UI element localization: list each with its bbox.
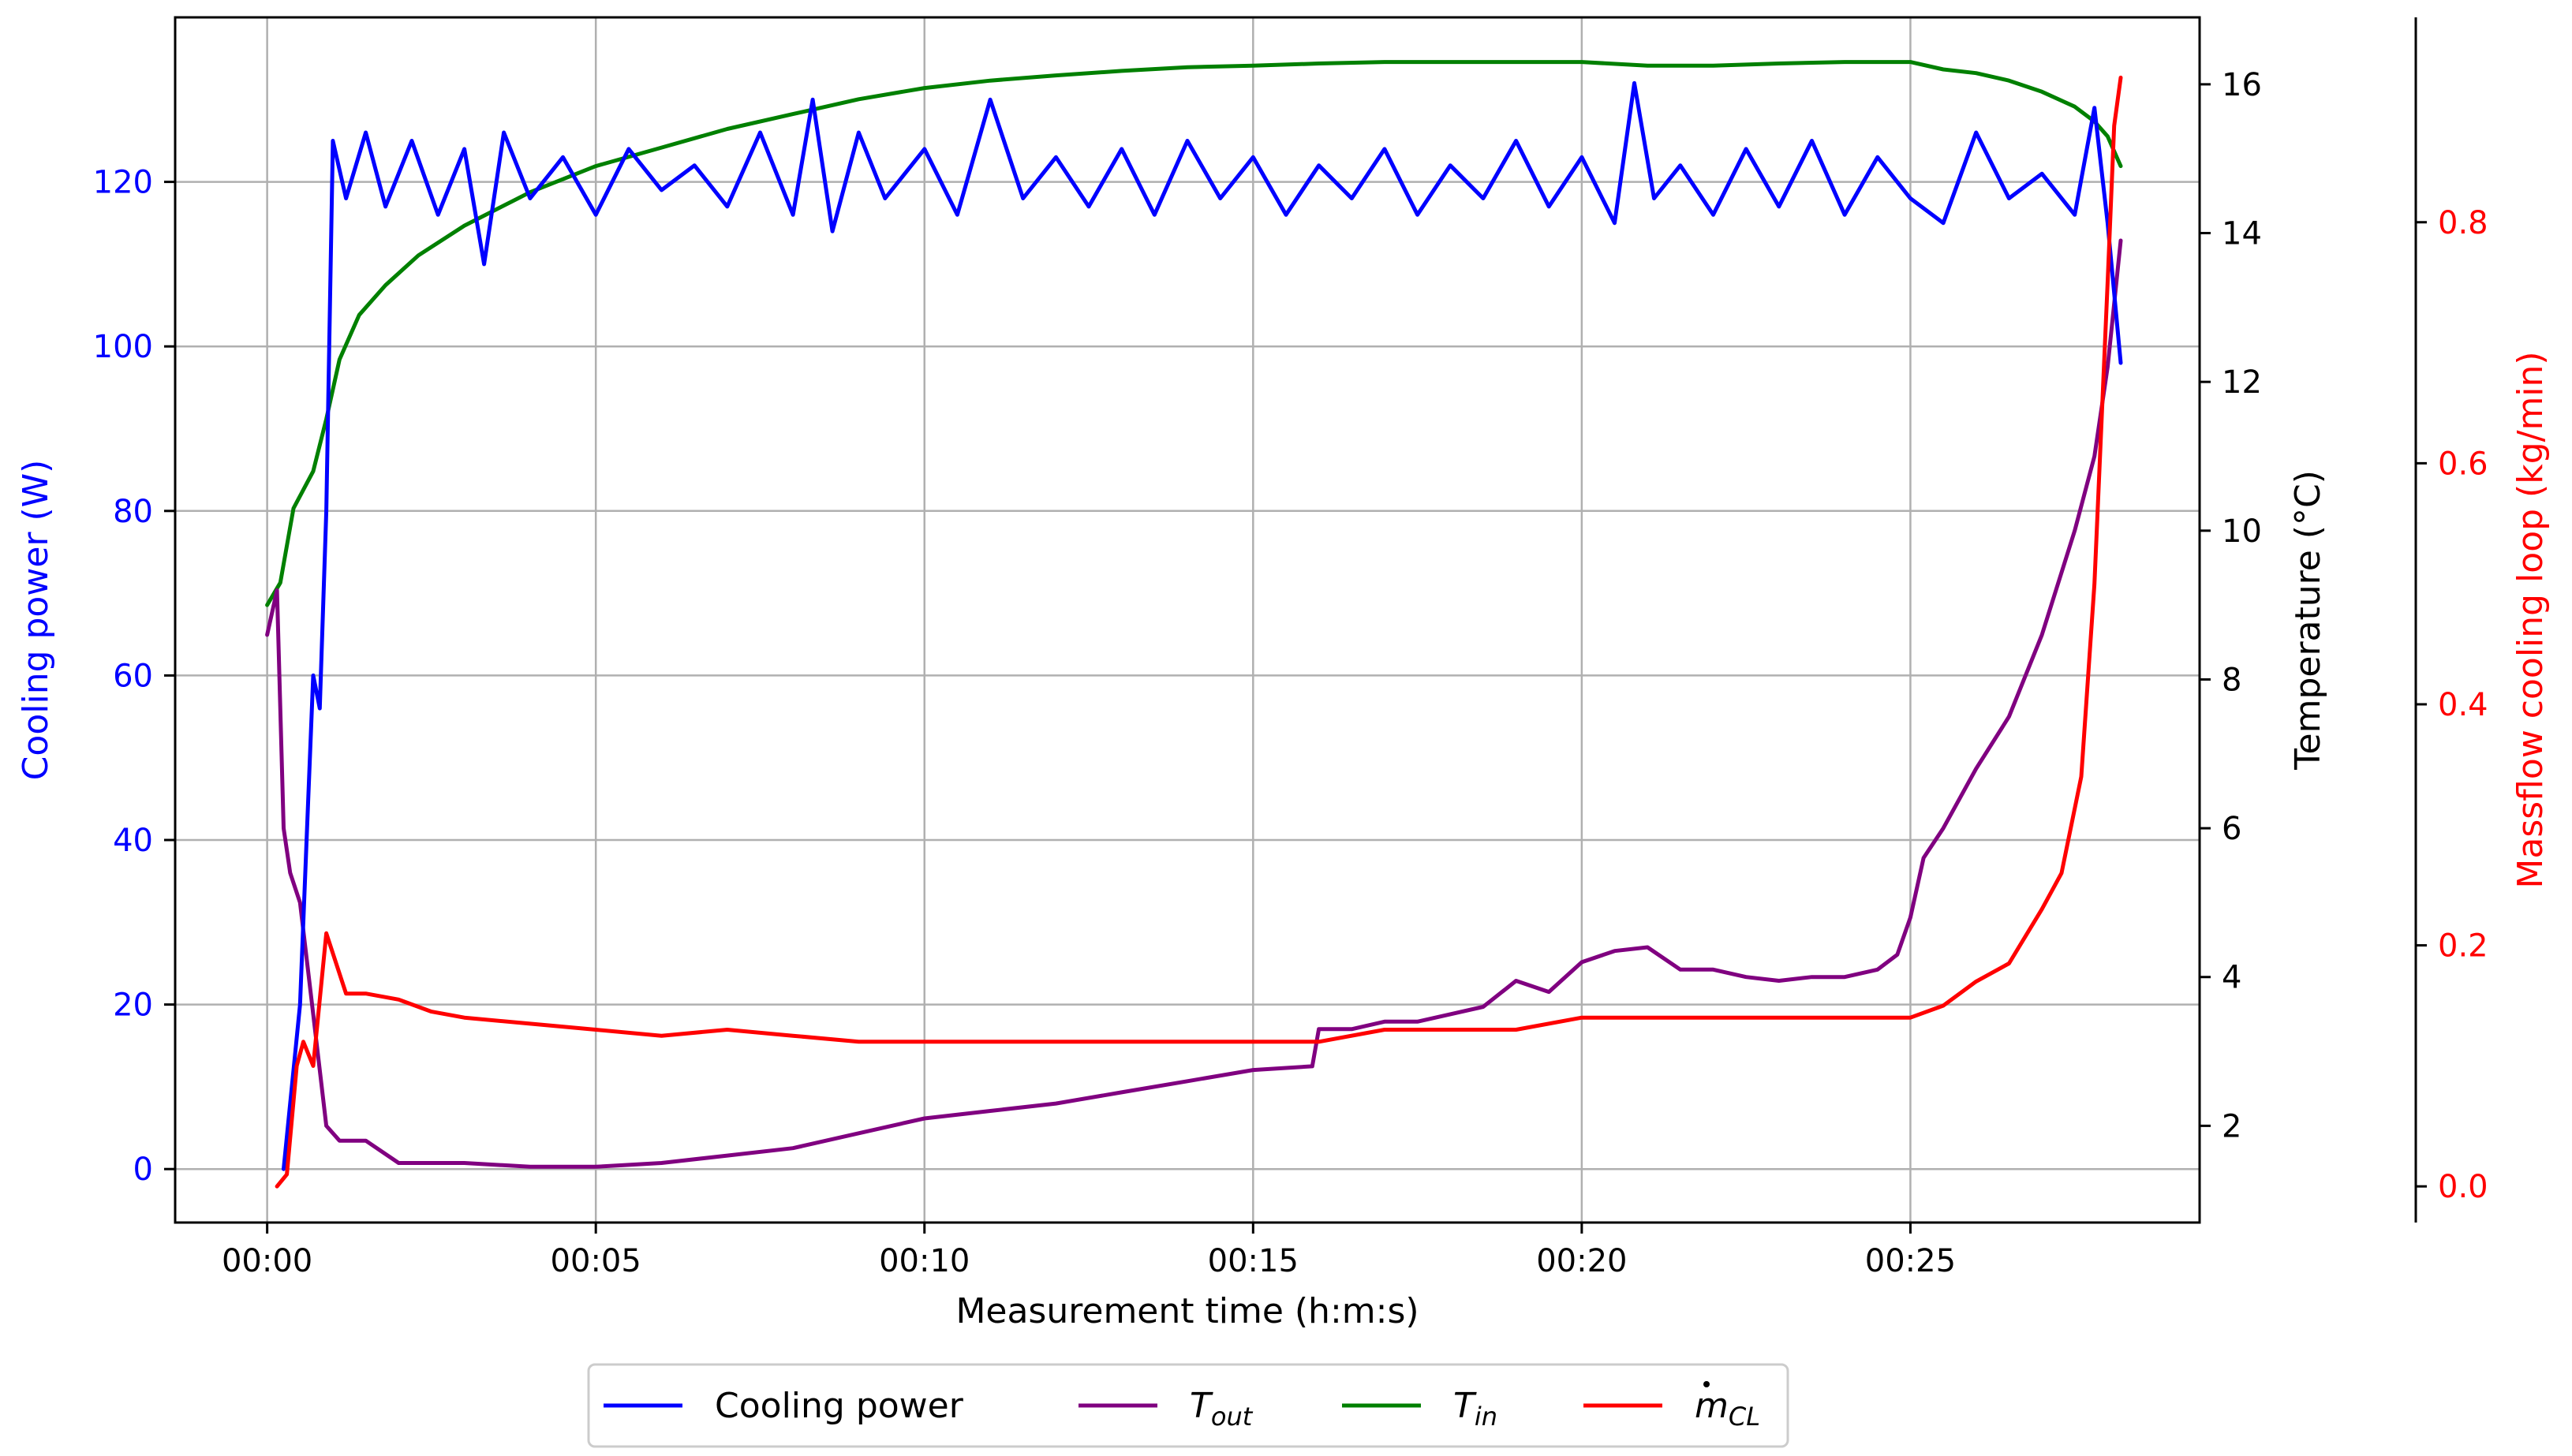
- series-line-cooling-power: [282, 80, 2123, 1171]
- x-tick-label: 00:10: [879, 1243, 970, 1279]
- y-left-tick-label: 80: [113, 494, 153, 530]
- y-right2-tick-label: 0.6: [2438, 446, 2488, 482]
- x-tick-label: 00:05: [551, 1243, 641, 1279]
- x-tick-label: 00:20: [1536, 1243, 1627, 1279]
- x-axis: 00:00 00:05 00:10 00:15 00:20 00:25 Measuremen…: [222, 1223, 1956, 1331]
- y-left-tick-label: 60: [113, 658, 153, 694]
- y-right2-tick-label: 0.0: [2438, 1169, 2488, 1205]
- plot-frame: [174, 16, 2201, 1224]
- x-tick-label: 00:15: [1208, 1243, 1299, 1279]
- y-left-tick-label: 120: [93, 165, 153, 201]
- y-right1-tick-label: 2: [2222, 1108, 2241, 1144]
- y-right1-title: Temperature (°C): [2288, 470, 2328, 771]
- y-right1-tick-label: 10: [2222, 513, 2262, 550]
- legend: Cooling power Tout Tin mCL: [587, 1363, 1789, 1448]
- x-tick-label: 00:25: [1865, 1243, 1956, 1279]
- y-axis-left: 0 20 40 60 80 100 120 Cooling power (W): [16, 165, 175, 1188]
- y-right2-tick-label: 0.2: [2438, 928, 2488, 965]
- y-right1-tick-label: 14: [2222, 216, 2262, 252]
- legend-label: Cooling power: [715, 1386, 964, 1426]
- legend-label: Tout: [1190, 1386, 1254, 1432]
- legend-label: mCL: [1695, 1386, 1760, 1432]
- y-axis-right-massflow: 0.0 0.2 0.4 0.6 0.8 Massflow cooling loop (kg…: [2414, 17, 2551, 1223]
- series-group: [265, 60, 2123, 1189]
- y-right1-tick-label: 8: [2222, 662, 2241, 698]
- legend-dot-accent: [1703, 1381, 1710, 1387]
- legend-entry: mCL: [1583, 1381, 1760, 1432]
- y-left-tick-label: 20: [113, 987, 153, 1024]
- y-left-tick-label: 40: [113, 823, 153, 859]
- legend-entry: Tout: [1079, 1386, 1254, 1432]
- y-right1-tick-label: 16: [2222, 67, 2262, 103]
- legend-entry: Tin: [1342, 1386, 1497, 1432]
- y-right1-tick-label: 4: [2222, 960, 2241, 996]
- legend-label: Tin: [1453, 1386, 1497, 1432]
- y-right2-title: Massflow cooling loop (kg/min): [2510, 351, 2551, 888]
- y-right1-tick-label: 12: [2222, 364, 2262, 401]
- series-line-m-cl: [275, 75, 2123, 1189]
- series-line-t-out: [265, 238, 2123, 1169]
- x-tick-label: 00:00: [222, 1243, 312, 1279]
- series-line-t-in: [265, 60, 2123, 607]
- x-axis-title: Measurement time (h:m:s): [955, 1291, 1419, 1331]
- legend-box: [587, 1363, 1789, 1448]
- y-right1-tick-label: 6: [2222, 811, 2241, 847]
- y-right2-tick-label: 0.8: [2438, 205, 2488, 241]
- y-left-tick-label: 100: [93, 329, 153, 365]
- legend-entry: Cooling power: [604, 1386, 964, 1426]
- y-left-tick-label: 0: [133, 1152, 153, 1188]
- y-left-title: Cooling power (W): [16, 460, 56, 781]
- y-axis-right-temperature: 2 4 6 8 10 12 14 16 Temperature (°C): [2200, 67, 2328, 1144]
- y-right2-tick-label: 0.4: [2438, 687, 2488, 723]
